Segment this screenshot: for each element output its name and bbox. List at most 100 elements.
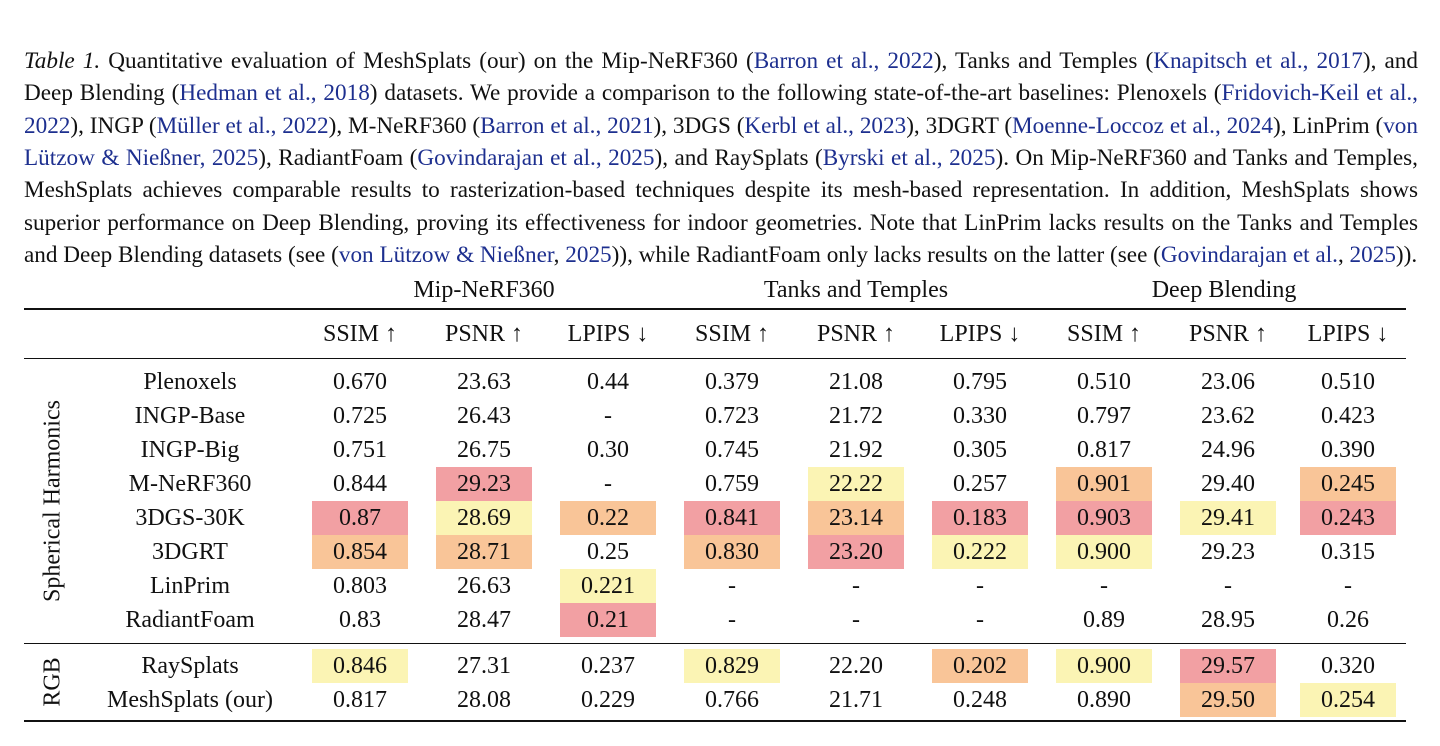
citation-link[interactable]: Kerbl et al., 2023	[744, 112, 907, 139]
metric-cell: -	[794, 603, 918, 644]
group-label-cell: Spherical Harmonics	[24, 359, 82, 644]
method-name: MeshSplats (our)	[107, 686, 273, 713]
metric-header: PSNR ↑	[1188, 320, 1268, 347]
metric-value: 0.423	[1321, 402, 1376, 429]
metric-cell: 0.379	[670, 359, 794, 400]
metric-cell: 26.75	[422, 433, 546, 467]
caption-text: ,	[553, 241, 566, 268]
metric-cell: 0.846	[298, 644, 422, 683]
method-name: INGP-Big	[140, 436, 240, 463]
table-row: RadiantFoam 0.83 28.47 0.21 - - - 0.89 28.95 0.26	[24, 603, 1406, 644]
metric-cell: 0.222	[918, 535, 1042, 569]
citation-link[interactable]: von Lützow & Nießner	[338, 241, 554, 268]
metric-cell: -	[670, 603, 794, 644]
citation-link[interactable]: von Lützow & Nießner, 2025	[24, 112, 1418, 172]
metric-value: 28.08	[457, 686, 511, 713]
citation-link[interactable]: Govindarajan et al.	[1160, 241, 1338, 268]
metric-value: -	[728, 572, 737, 599]
metric-cell: 23.20	[794, 535, 918, 569]
metric-cell: 28.08	[422, 683, 546, 721]
group-label-cell: RGB	[24, 644, 82, 722]
metric-cell: 21.92	[794, 433, 918, 467]
metric-cell: 29.41	[1166, 501, 1290, 535]
table-row: INGP-Big 0.751 26.75 0.30 0.745 21.92 0.305 0.8…	[24, 433, 1406, 467]
citation-link[interactable]: Moenne-Loccoz et al., 2024	[1012, 112, 1273, 139]
group-label: Spherical Harmonics	[39, 400, 66, 602]
metric-value: 0.510	[1077, 368, 1132, 395]
metric-cell: 23.06	[1166, 359, 1290, 400]
citation-link[interactable]: 2025	[565, 241, 612, 268]
metric-cell: -	[546, 467, 670, 501]
metric-value: 0.797	[1077, 402, 1132, 429]
metric-cell: 0.766	[670, 683, 794, 721]
metric-cell: 0.229	[546, 683, 670, 721]
citation-link[interactable]: Byrski et al., 2025	[822, 145, 996, 172]
metric-value: 29.23	[1201, 538, 1256, 565]
metric-value: 0.21	[560, 603, 656, 637]
group-label: RGB	[39, 657, 66, 707]
metric-value: 0.44	[587, 368, 629, 395]
metric-value: 0.254	[1300, 683, 1397, 717]
metric-value: 0.841	[684, 501, 781, 535]
metric-value: 24.96	[1201, 436, 1256, 463]
dataset-header-row: Mip-NeRF360 Tanks and Temples Deep Blend…	[24, 272, 1407, 309]
citation-link[interactable]: Knapitsch et al., 2017	[1153, 48, 1363, 75]
metric-cell: 0.305	[918, 433, 1042, 467]
metric-value: 29.23	[436, 467, 532, 501]
metric-value: 28.47	[457, 606, 511, 633]
metric-value: 28.95	[1201, 606, 1256, 633]
caption-label: Table 1.	[24, 48, 101, 75]
citation-link[interactable]: Fridovich-Keil et al., 2022	[24, 80, 1418, 139]
table-row: 3DGRT 0.854 28.71 0.25 0.830 23.20 0.222 0.900 2…	[24, 535, 1406, 569]
table-row: M-NeRF360 0.844 29.23 - 0.759 22.22 0.257 0.901…	[24, 467, 1406, 501]
citation-link[interactable]: Müller et al., 2022	[156, 112, 329, 139]
metric-cell: 0.237	[546, 644, 670, 684]
metric-value: 23.14	[808, 501, 905, 535]
metric-value: 22.20	[829, 652, 884, 679]
metric-cell: 22.20	[794, 644, 918, 684]
metric-value: 0.817	[1077, 436, 1132, 463]
citation-link[interactable]: Barron et al., 2022	[753, 48, 934, 75]
metric-value: 0.30	[587, 436, 629, 463]
metric-header: LPIPS ↓	[1307, 320, 1389, 347]
metric-cell: 0.26	[1290, 603, 1406, 644]
metric-cell: 0.315	[1290, 535, 1406, 569]
dataset-header: Deep Blending	[1151, 276, 1297, 303]
metric-cell: -	[1042, 569, 1166, 603]
method-name: LinPrim	[149, 572, 230, 599]
metric-value: 0.723	[705, 402, 760, 429]
citation-link[interactable]: Hedman et al., 2018	[179, 80, 370, 107]
metric-value: 0.87	[312, 501, 408, 535]
metric-cell: 24.96	[1166, 433, 1290, 467]
metric-header: SSIM ↑	[695, 320, 770, 347]
metric-cell: 0.25	[546, 535, 670, 569]
metric-value: 0.305	[953, 436, 1008, 463]
metric-value: 29.41	[1180, 501, 1277, 535]
metric-cell: 0.751	[298, 433, 422, 467]
metric-cell: -	[918, 569, 1042, 603]
citation-link[interactable]: Barron et al., 2021	[480, 112, 654, 139]
metric-header: SSIM ↑	[322, 320, 398, 347]
metric-cell: 0.829	[670, 644, 794, 683]
metric-cell: 0.817	[1042, 433, 1166, 467]
dataset-header: Tanks and Temples	[763, 276, 949, 303]
metric-cell: 0.841	[670, 501, 794, 535]
metric-cell: 0.254	[1290, 683, 1406, 721]
metric-value: 0.22	[560, 501, 656, 535]
metric-value: 0.766	[705, 686, 760, 713]
metric-cell: 28.47	[422, 603, 546, 644]
metric-cell: 0.248	[918, 683, 1042, 721]
caption-text: ) datasets. We provide a comparison to t…	[369, 80, 1222, 107]
metric-cell: 0.900	[1042, 535, 1166, 569]
metric-value: 0.330	[953, 402, 1008, 429]
metric-value: 29.57	[1180, 649, 1277, 683]
metric-cell: 0.803	[298, 569, 422, 603]
metric-cell: 28.95	[1166, 603, 1290, 644]
caption-text: ), Tanks and Temples (	[933, 48, 1154, 75]
metric-value: 21.08	[829, 368, 884, 395]
metric-value: 0.745	[705, 436, 760, 463]
citation-link[interactable]: 2025	[1349, 241, 1396, 268]
metric-value: 0.829	[684, 649, 781, 683]
method-name: Plenoxels	[143, 368, 237, 395]
citation-link[interactable]: Govindarajan et al., 2025	[417, 145, 655, 172]
